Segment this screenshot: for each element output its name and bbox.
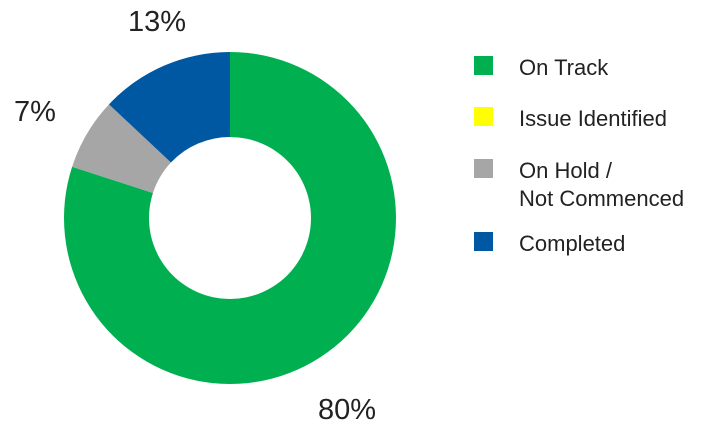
value-label-completed: 13% xyxy=(128,6,187,38)
legend-label: Completed xyxy=(519,231,626,256)
legend-label: On Track xyxy=(519,55,609,80)
legend-swatch xyxy=(474,56,493,75)
legend-label: Not Commenced xyxy=(519,186,685,211)
legend-swatch xyxy=(474,232,493,251)
legend-label: Issue Identified xyxy=(519,106,667,131)
legend-swatch xyxy=(474,159,493,178)
slice-on-hold-not-commenced xyxy=(72,104,171,193)
value-label-on-hold-not-commenced: 7% xyxy=(14,96,56,128)
value-label-on-track: 80% xyxy=(318,394,377,426)
legend-label: On Hold / xyxy=(519,158,612,183)
slice-on-track xyxy=(63,52,396,384)
legend-swatch xyxy=(474,107,493,126)
slice-completed xyxy=(108,52,230,163)
